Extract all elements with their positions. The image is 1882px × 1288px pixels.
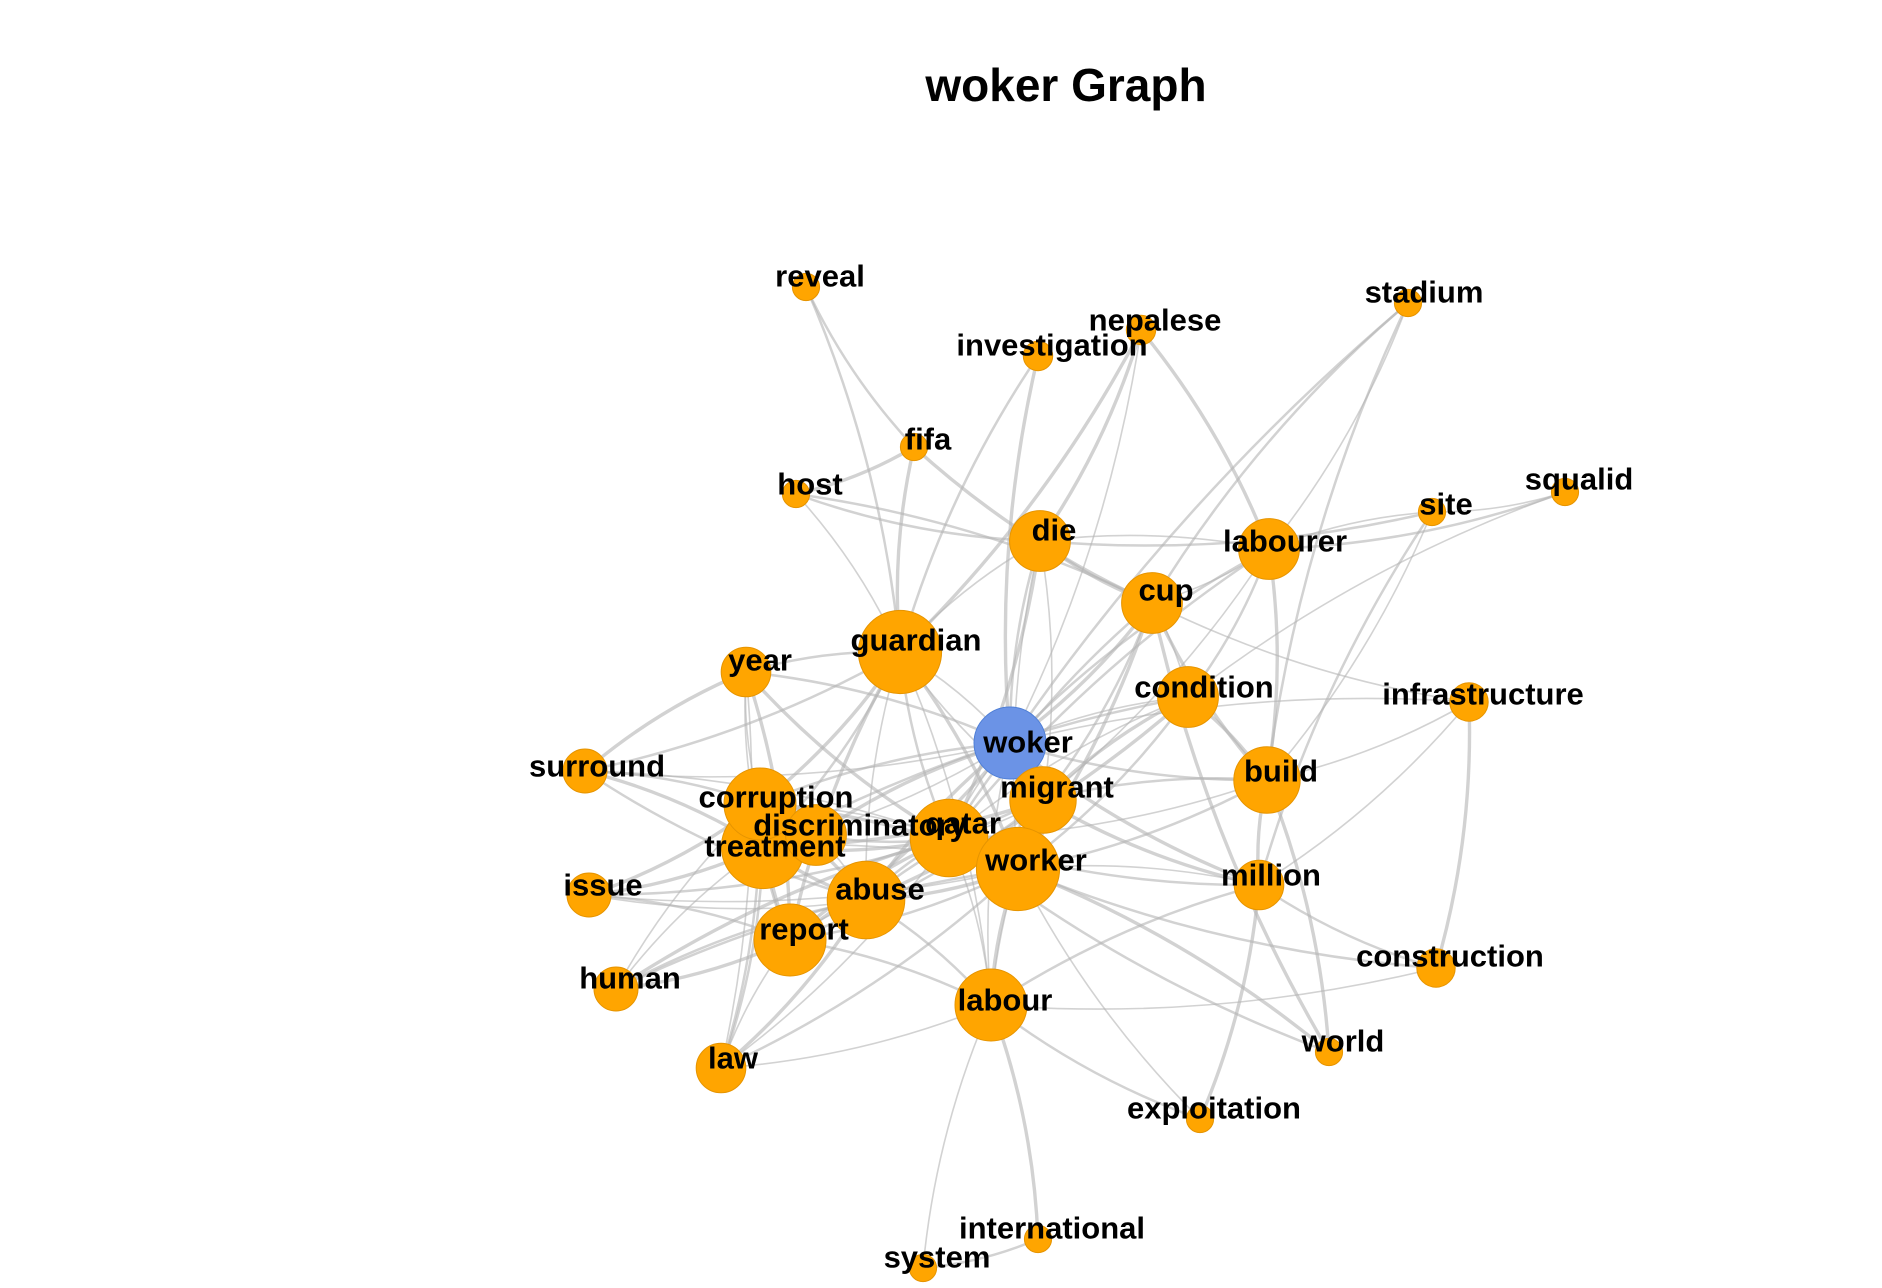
node-labour[interactable] bbox=[954, 968, 1028, 1042]
node-construction[interactable] bbox=[1416, 948, 1456, 988]
edge-labour-million bbox=[989, 883, 1261, 1007]
edge-die-nepalese bbox=[1038, 328, 1143, 543]
node-million[interactable] bbox=[1233, 859, 1285, 911]
node-issue[interactable] bbox=[566, 872, 612, 918]
edge-woker-million bbox=[1008, 741, 1261, 887]
edge-million-exploitation bbox=[1198, 883, 1261, 1121]
edge-year-surround bbox=[583, 670, 748, 773]
edge-die-host bbox=[794, 492, 1042, 543]
node-infrastructure[interactable] bbox=[1449, 682, 1489, 722]
node-investigation[interactable] bbox=[1022, 340, 1054, 372]
node-woker[interactable] bbox=[973, 706, 1047, 780]
node-reveal[interactable] bbox=[791, 272, 821, 302]
node-fifa[interactable] bbox=[899, 432, 929, 462]
node-site[interactable] bbox=[1417, 497, 1447, 527]
node-abuse[interactable] bbox=[826, 860, 906, 940]
node-labourer[interactable] bbox=[1238, 518, 1300, 580]
edge-condition-squalid bbox=[1187, 491, 1566, 698]
edge-labourer-nepalese bbox=[1139, 328, 1271, 551]
graph-title: woker Graph bbox=[925, 59, 1207, 111]
edge-worker-exploitation bbox=[1017, 868, 1201, 1120]
node-worker[interactable] bbox=[975, 826, 1061, 912]
edge-guardian-surround bbox=[583, 650, 902, 773]
edge-construction-infrastructure bbox=[1434, 700, 1472, 970]
edge-woker-stadium bbox=[1008, 301, 1410, 745]
node-migrant[interactable] bbox=[1009, 766, 1077, 834]
node-cup[interactable] bbox=[1121, 572, 1183, 634]
node-guardian[interactable] bbox=[857, 609, 943, 695]
node-exploitation[interactable] bbox=[1185, 1104, 1215, 1134]
edge-international-system bbox=[921, 1237, 1040, 1270]
edges-layer bbox=[583, 285, 1567, 1270]
node-surround[interactable] bbox=[562, 748, 608, 794]
edge-million-infrastructure bbox=[1258, 701, 1470, 886]
edge-fifa-host bbox=[794, 445, 916, 496]
edge-cup-qatar bbox=[947, 601, 1154, 840]
edge-guardian-nepalese bbox=[898, 328, 1143, 654]
edge-guardian-reveal bbox=[804, 285, 902, 654]
node-die[interactable] bbox=[1009, 510, 1071, 572]
edge-die-migrant bbox=[1039, 540, 1053, 801]
edge-migrant-report bbox=[788, 798, 1045, 942]
node-year[interactable] bbox=[720, 646, 772, 698]
node-system[interactable] bbox=[908, 1253, 938, 1283]
node-law[interactable] bbox=[695, 1042, 747, 1094]
edge-qatar-law bbox=[720, 837, 950, 1069]
edge-abuse-surround bbox=[583, 769, 868, 902]
node-label-stadium: stadium bbox=[1365, 275, 1484, 310]
edge-woker-nepalese bbox=[1009, 329, 1142, 744]
node-host[interactable] bbox=[781, 479, 811, 509]
node-qatar[interactable] bbox=[909, 798, 989, 878]
node-build[interactable] bbox=[1233, 746, 1301, 814]
edge-build-site bbox=[1266, 511, 1433, 781]
edge-labour-system bbox=[922, 1004, 992, 1269]
edge-guardian-investigation bbox=[898, 354, 1040, 654]
node-international[interactable] bbox=[1023, 1224, 1053, 1254]
edge-woker-infrastructure bbox=[1009, 697, 1470, 744]
edge-labourer-qatar bbox=[947, 547, 1271, 840]
edge-cup-stadium bbox=[1150, 301, 1410, 605]
node-corruption[interactable] bbox=[723, 767, 797, 841]
edge-worker-world bbox=[1016, 867, 1331, 1054]
node-discriminatory[interactable] bbox=[785, 804, 847, 866]
edge-labourer-stadium bbox=[1268, 302, 1409, 550]
edge-construction-labour bbox=[990, 967, 1437, 1010]
edge-build-stadium bbox=[1265, 301, 1410, 782]
node-squalid[interactable] bbox=[1550, 477, 1580, 507]
node-world[interactable] bbox=[1314, 1037, 1344, 1067]
node-report[interactable] bbox=[753, 903, 827, 977]
edge-reveal-fifa bbox=[804, 285, 916, 449]
edge-cup-world bbox=[1150, 601, 1331, 1054]
edge-cup-infrastructure bbox=[1151, 602, 1470, 703]
node-nepalese[interactable] bbox=[1125, 314, 1157, 346]
edge-worker-law bbox=[719, 867, 1020, 1070]
nodes-layer bbox=[562, 272, 1580, 1283]
edge-million-construction bbox=[1257, 883, 1438, 970]
edge-die-site bbox=[1038, 510, 1434, 547]
edge-build-world bbox=[1265, 778, 1331, 1054]
edge-worker-issue bbox=[588, 868, 1019, 903]
node-condition[interactable] bbox=[1157, 666, 1219, 728]
node-stadium[interactable] bbox=[1393, 288, 1423, 318]
edge-labourer-squalid bbox=[1267, 490, 1567, 551]
node-human[interactable] bbox=[593, 966, 639, 1012]
edge-die-qatar bbox=[947, 539, 1042, 840]
edge-site-squalid bbox=[1431, 491, 1566, 513]
edge-million-site bbox=[1257, 510, 1434, 887]
